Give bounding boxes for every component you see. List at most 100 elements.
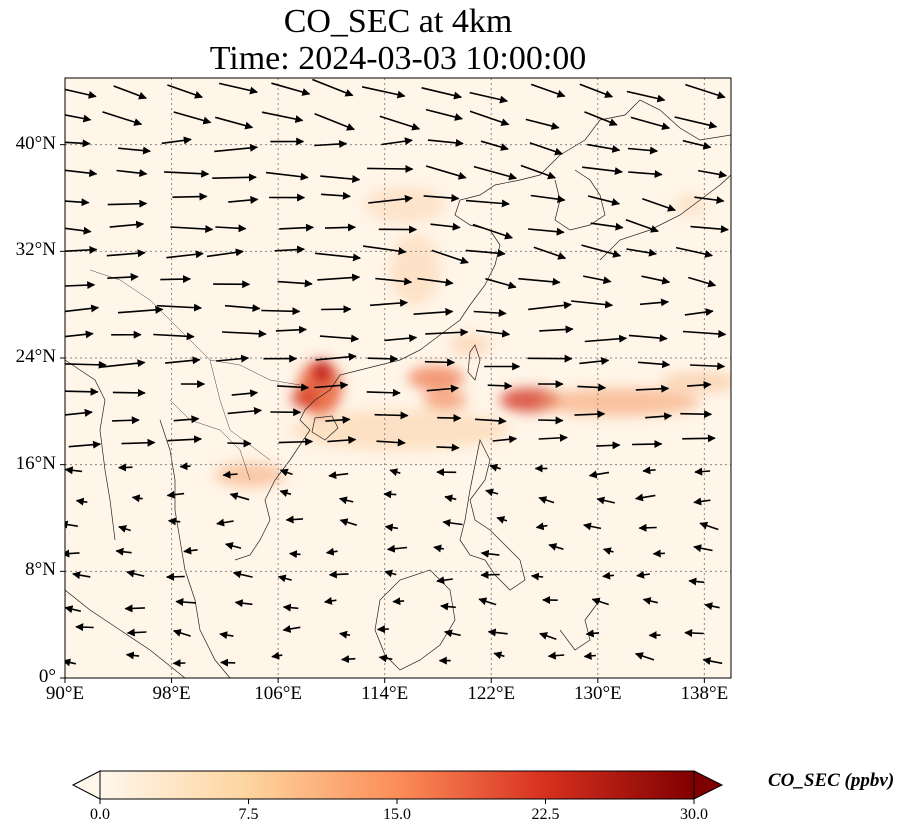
wind-vector-arrow (680, 410, 713, 419)
wind-vector-arrow (109, 220, 145, 229)
wind-vector-arrow (635, 384, 670, 393)
wind-vector-arrow (688, 276, 717, 288)
coastline-china (234, 99, 731, 561)
wind-vector-arrow (579, 83, 614, 98)
wind-vector-arrow (485, 277, 517, 290)
wind-vector-arrow (588, 470, 610, 479)
wind-vector-arrow (65, 245, 98, 254)
wind-vector-arrow (65, 114, 92, 123)
wind-vector-arrow (539, 632, 557, 640)
wind-vector-arrow (384, 569, 397, 578)
wind-vector-arrow (389, 468, 401, 477)
wind-vectors (65, 78, 729, 668)
wind-vector-arrow (582, 166, 623, 176)
wind-vector-arrow (234, 599, 253, 608)
wind-vector-arrow (682, 329, 727, 338)
wind-vector-arrow (215, 224, 247, 233)
lon-tick-label: 98°E (152, 683, 191, 704)
colorbar-tick-label: 7.5 (238, 806, 259, 823)
map-background (65, 78, 731, 678)
wind-vector-arrow (518, 277, 561, 286)
wind-vector-arrow (444, 629, 461, 638)
wind-vector-arrow (529, 142, 563, 156)
wind-vector-arrow (271, 82, 311, 96)
wind-vector-arrow (472, 223, 513, 240)
wind-vector-arrow (378, 654, 393, 663)
wind-vector-arrow (687, 380, 712, 389)
wind-vector-arrow (328, 570, 349, 579)
wind-vector-arrow (487, 628, 508, 637)
wind-vector-arrow (65, 198, 90, 207)
wind-vector-arrow (220, 658, 236, 667)
colorbar-tick-label: 30.0 (680, 806, 708, 823)
plume-hotspot (675, 195, 705, 215)
wind-vector-arrow (218, 82, 258, 95)
wind-vector-arrow (381, 137, 413, 146)
wind-vector-arrow (222, 329, 267, 338)
wind-vector-arrow (173, 111, 212, 125)
wind-vector-arrow (324, 223, 356, 232)
wind-vector-arrow (228, 196, 259, 204)
wind-vector-arrow (325, 547, 338, 556)
wind-vector-arrow (118, 463, 133, 472)
wind-vector-arrow (224, 542, 242, 550)
wind-vector-arrow (444, 494, 457, 503)
wind-vector-arrow (165, 356, 201, 365)
wind-vector-arrow (427, 138, 464, 147)
wind-vector-arrow (583, 275, 612, 285)
wind-vector-arrow (533, 246, 567, 260)
wind-vector-arrow (289, 550, 301, 559)
wind-vector-arrow (520, 164, 556, 180)
wind-vector-arrow (596, 441, 621, 450)
wind-vector-arrow (465, 249, 506, 258)
wind-vector-arrow (674, 116, 718, 130)
wind-vector-arrow (367, 354, 399, 363)
wind-vector-arrow (535, 522, 548, 531)
wind-vector-arrow (642, 198, 676, 212)
wind-vector-arrow (124, 604, 145, 613)
plume-hotspot (450, 335, 490, 355)
wind-vector-arrow (424, 358, 456, 367)
wind-vector-arrow (125, 651, 140, 660)
wind-vector-arrow (112, 388, 146, 397)
wind-vector-arrow (583, 522, 602, 531)
wind-vector-arrow (547, 651, 565, 660)
wind-vector-arrow (271, 651, 283, 660)
wind-vector-arrow (65, 549, 80, 558)
coastline-taiwan (467, 344, 481, 381)
wind-vector-arrow (231, 389, 259, 398)
wind-vector-arrow (699, 521, 719, 531)
wind-vector-arrow (417, 277, 454, 287)
wind-vector-arrow (156, 303, 202, 312)
wind-vector-arrow (480, 570, 500, 579)
wind-vector-arrow (167, 435, 202, 444)
colorbar-label: CO_SEC (ppbv) (768, 770, 895, 791)
wind-vector-arrow (126, 569, 145, 578)
wind-vector-arrow (423, 194, 460, 203)
wind-vector-arrow (315, 252, 361, 262)
wind-vector-arrow (126, 628, 147, 637)
wind-vector-arrow (75, 623, 94, 632)
wind-vector-arrow (278, 437, 314, 446)
wind-vector-arrow (637, 360, 671, 369)
wind-vector-arrow (116, 169, 148, 178)
wind-vector-arrow (538, 416, 564, 425)
wind-vector-arrow (630, 116, 671, 131)
coastline-korea (554, 169, 606, 231)
wind-vector-arrow (571, 300, 614, 309)
wind-vector-arrow (437, 414, 462, 423)
wind-vector-arrow (587, 195, 620, 206)
wind-vector-arrow (465, 199, 510, 208)
wind-vector-arrow (160, 275, 191, 284)
wind-vector-arrow (277, 383, 310, 392)
wind-vector-arrow (227, 439, 252, 448)
wind-vector-arrow (628, 334, 668, 343)
wind-vector-arrow (626, 248, 657, 257)
wind-vector-arrow (627, 146, 658, 155)
wind-vector-arrow (383, 490, 397, 499)
wind-vector-arrow (590, 222, 624, 231)
wind-vector-arrow (277, 279, 313, 288)
coastline-japan (599, 174, 731, 261)
wind-vector-arrow (539, 325, 574, 334)
